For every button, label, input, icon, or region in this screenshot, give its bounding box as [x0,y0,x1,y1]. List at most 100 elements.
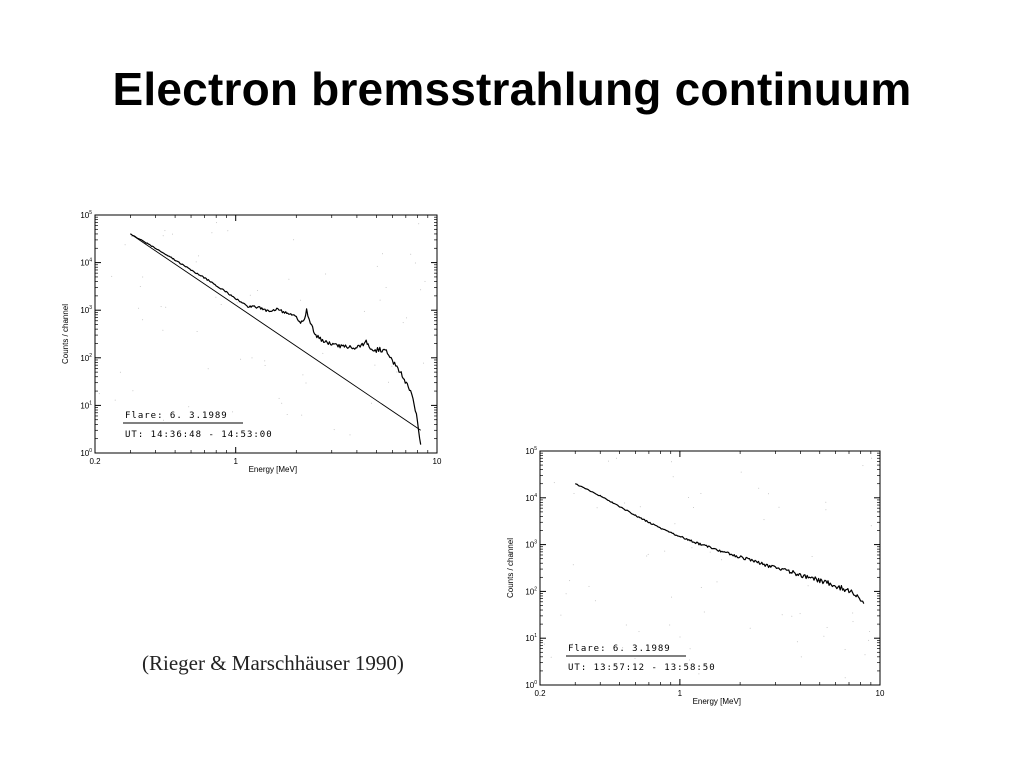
noise-dot [410,253,412,255]
noise-dot [402,322,404,324]
noise-dot [634,657,636,659]
noise-dot [864,654,866,656]
noise-dot [363,310,365,312]
noise-dot [716,581,718,583]
citation: (Rieger & Marschhäuser 1990) [142,651,404,675]
noise-dot [700,587,702,588]
noise-dot [852,612,854,614]
noise-dot [124,244,126,246]
noise-dot [807,585,809,587]
noise-dot [216,222,217,224]
plot-frame [94,214,438,454]
noise-dot [811,556,813,557]
y-axis-label: Counts / channel [506,538,515,598]
noise-dot [870,525,872,527]
noise-dot [396,371,398,373]
noise-dot [638,631,640,633]
noise-dot [580,488,582,490]
noise-dot [572,564,574,566]
noise-dot [142,319,144,321]
noise-dot [232,411,234,413]
noise-dot [114,399,116,401]
noise-dot [689,659,690,661]
noise-dot [165,306,167,308]
flare-annotation: Flare: 6. 3.1989 [568,644,671,654]
noise-dot [778,506,780,508]
noise-dot [639,506,641,508]
noise-dot [700,493,702,494]
noise-dot [139,286,141,287]
noise-dot [240,358,242,360]
noise-dot [749,627,751,629]
noise-dot [844,677,846,679]
noise-dot [758,487,760,489]
noise-dot [98,393,100,395]
noise-dot [160,306,162,308]
noise-dot [791,615,793,617]
noise-dot [333,429,335,431]
ut-annotation: UT: 14:36:48 - 14:53:00 [125,430,273,440]
noise-dot [672,476,674,478]
noise-dot [608,460,609,462]
y-tick-label: 101 [525,633,537,643]
noise-dot [693,507,694,508]
noise-dot [721,559,723,561]
noise-dot [664,550,666,552]
noise-dot [624,502,626,504]
noise-dot [423,362,425,364]
x-tick-label: 1 [678,689,683,698]
noise-dot [844,649,846,650]
scan-noise [543,457,873,679]
noise-dot [553,482,555,484]
noise-dot [871,457,873,459]
noise-dot [594,600,596,602]
noise-dot [325,273,327,275]
x-axis-label: Energy [MeV] [693,697,741,706]
noise-dot [131,235,133,237]
noise-dot [565,593,567,595]
noise-dot [188,406,190,408]
noise-dot [211,232,213,234]
noise-dot [125,436,127,438]
noise-dot [671,596,673,598]
y-tick-label: 102 [525,586,537,596]
noise-dot [196,331,198,332]
noise-dot [162,235,164,237]
flare-annotation: Flare: 6. 3.1989 [125,411,228,421]
y-tick-label: 100 [525,680,537,690]
noise-dot [571,643,573,645]
noise-dot [385,287,387,288]
noise-dot [119,371,121,373]
noise-dot [625,624,627,626]
noise-dot [132,390,134,392]
noise-dot [382,253,383,255]
noise-dot [596,507,598,509]
noise-dot [162,329,164,331]
noise-dot [698,673,700,675]
noise-dot [688,497,689,498]
noise-dot [709,551,711,553]
y-axis-label: Counts / channel [61,304,70,364]
noise-dot [198,255,200,257]
noise-dot [616,457,617,459]
noise-dot [278,397,280,399]
noise-dot [691,547,693,549]
spectrum-chart-1: 100 101 102 103 104 105 0.2 1 10 Energy [MeV] Coun… [61,210,442,474]
noise-dot [826,627,828,628]
noise-dot [293,239,295,241]
x-tick-label: 0.2 [534,689,546,698]
noise-dot [388,381,389,383]
slide-title: Electron bremsstrahlung continuum [112,63,912,115]
y-tick-label: 105 [525,446,537,456]
x-axis-label: Energy [MeV] [249,465,297,474]
noise-dot [111,275,113,277]
noise-dot [138,307,140,309]
noise-dot [288,278,290,280]
noise-dot [800,656,802,658]
plot-frame [539,450,881,686]
ut-annotation: UT: 13:57:12 - 13:58:50 [568,663,716,673]
noise-dot [799,613,801,615]
noise-dot [796,641,798,643]
noise-dot [560,614,562,616]
y-tick-label: 103 [80,305,92,315]
